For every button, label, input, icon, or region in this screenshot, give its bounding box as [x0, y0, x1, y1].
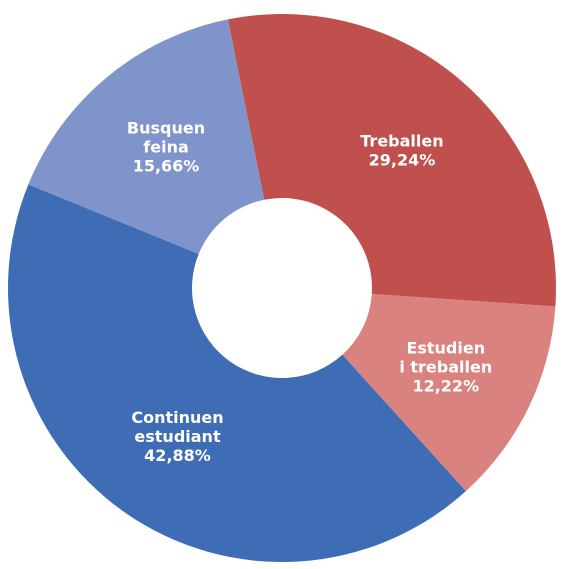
- value-label: 29,24%: [369, 151, 436, 170]
- segment-label: Estudien i treballen: [399, 338, 492, 376]
- label-line: feina: [143, 138, 188, 157]
- donut-segment: [342, 294, 556, 492]
- segment-label: Busquen feina: [127, 119, 205, 157]
- donut-segment: [28, 19, 265, 254]
- value-label: 12,22%: [412, 376, 479, 395]
- label-line: Busquen: [127, 119, 205, 138]
- segment-label: Treballen: [360, 132, 443, 151]
- value-label: 15,66%: [133, 157, 200, 176]
- label-line: Estudien: [406, 338, 485, 357]
- donut-segment: [8, 184, 466, 563]
- label-line: Continuen: [131, 408, 223, 427]
- label-line: estudiant: [134, 427, 221, 446]
- donut-segment: [227, 13, 556, 307]
- value-label: 42,88%: [144, 446, 211, 465]
- label-line: i treballen: [399, 357, 492, 376]
- segment-label: Continuen estudiant: [131, 408, 223, 446]
- label-line: Treballen: [360, 132, 443, 151]
